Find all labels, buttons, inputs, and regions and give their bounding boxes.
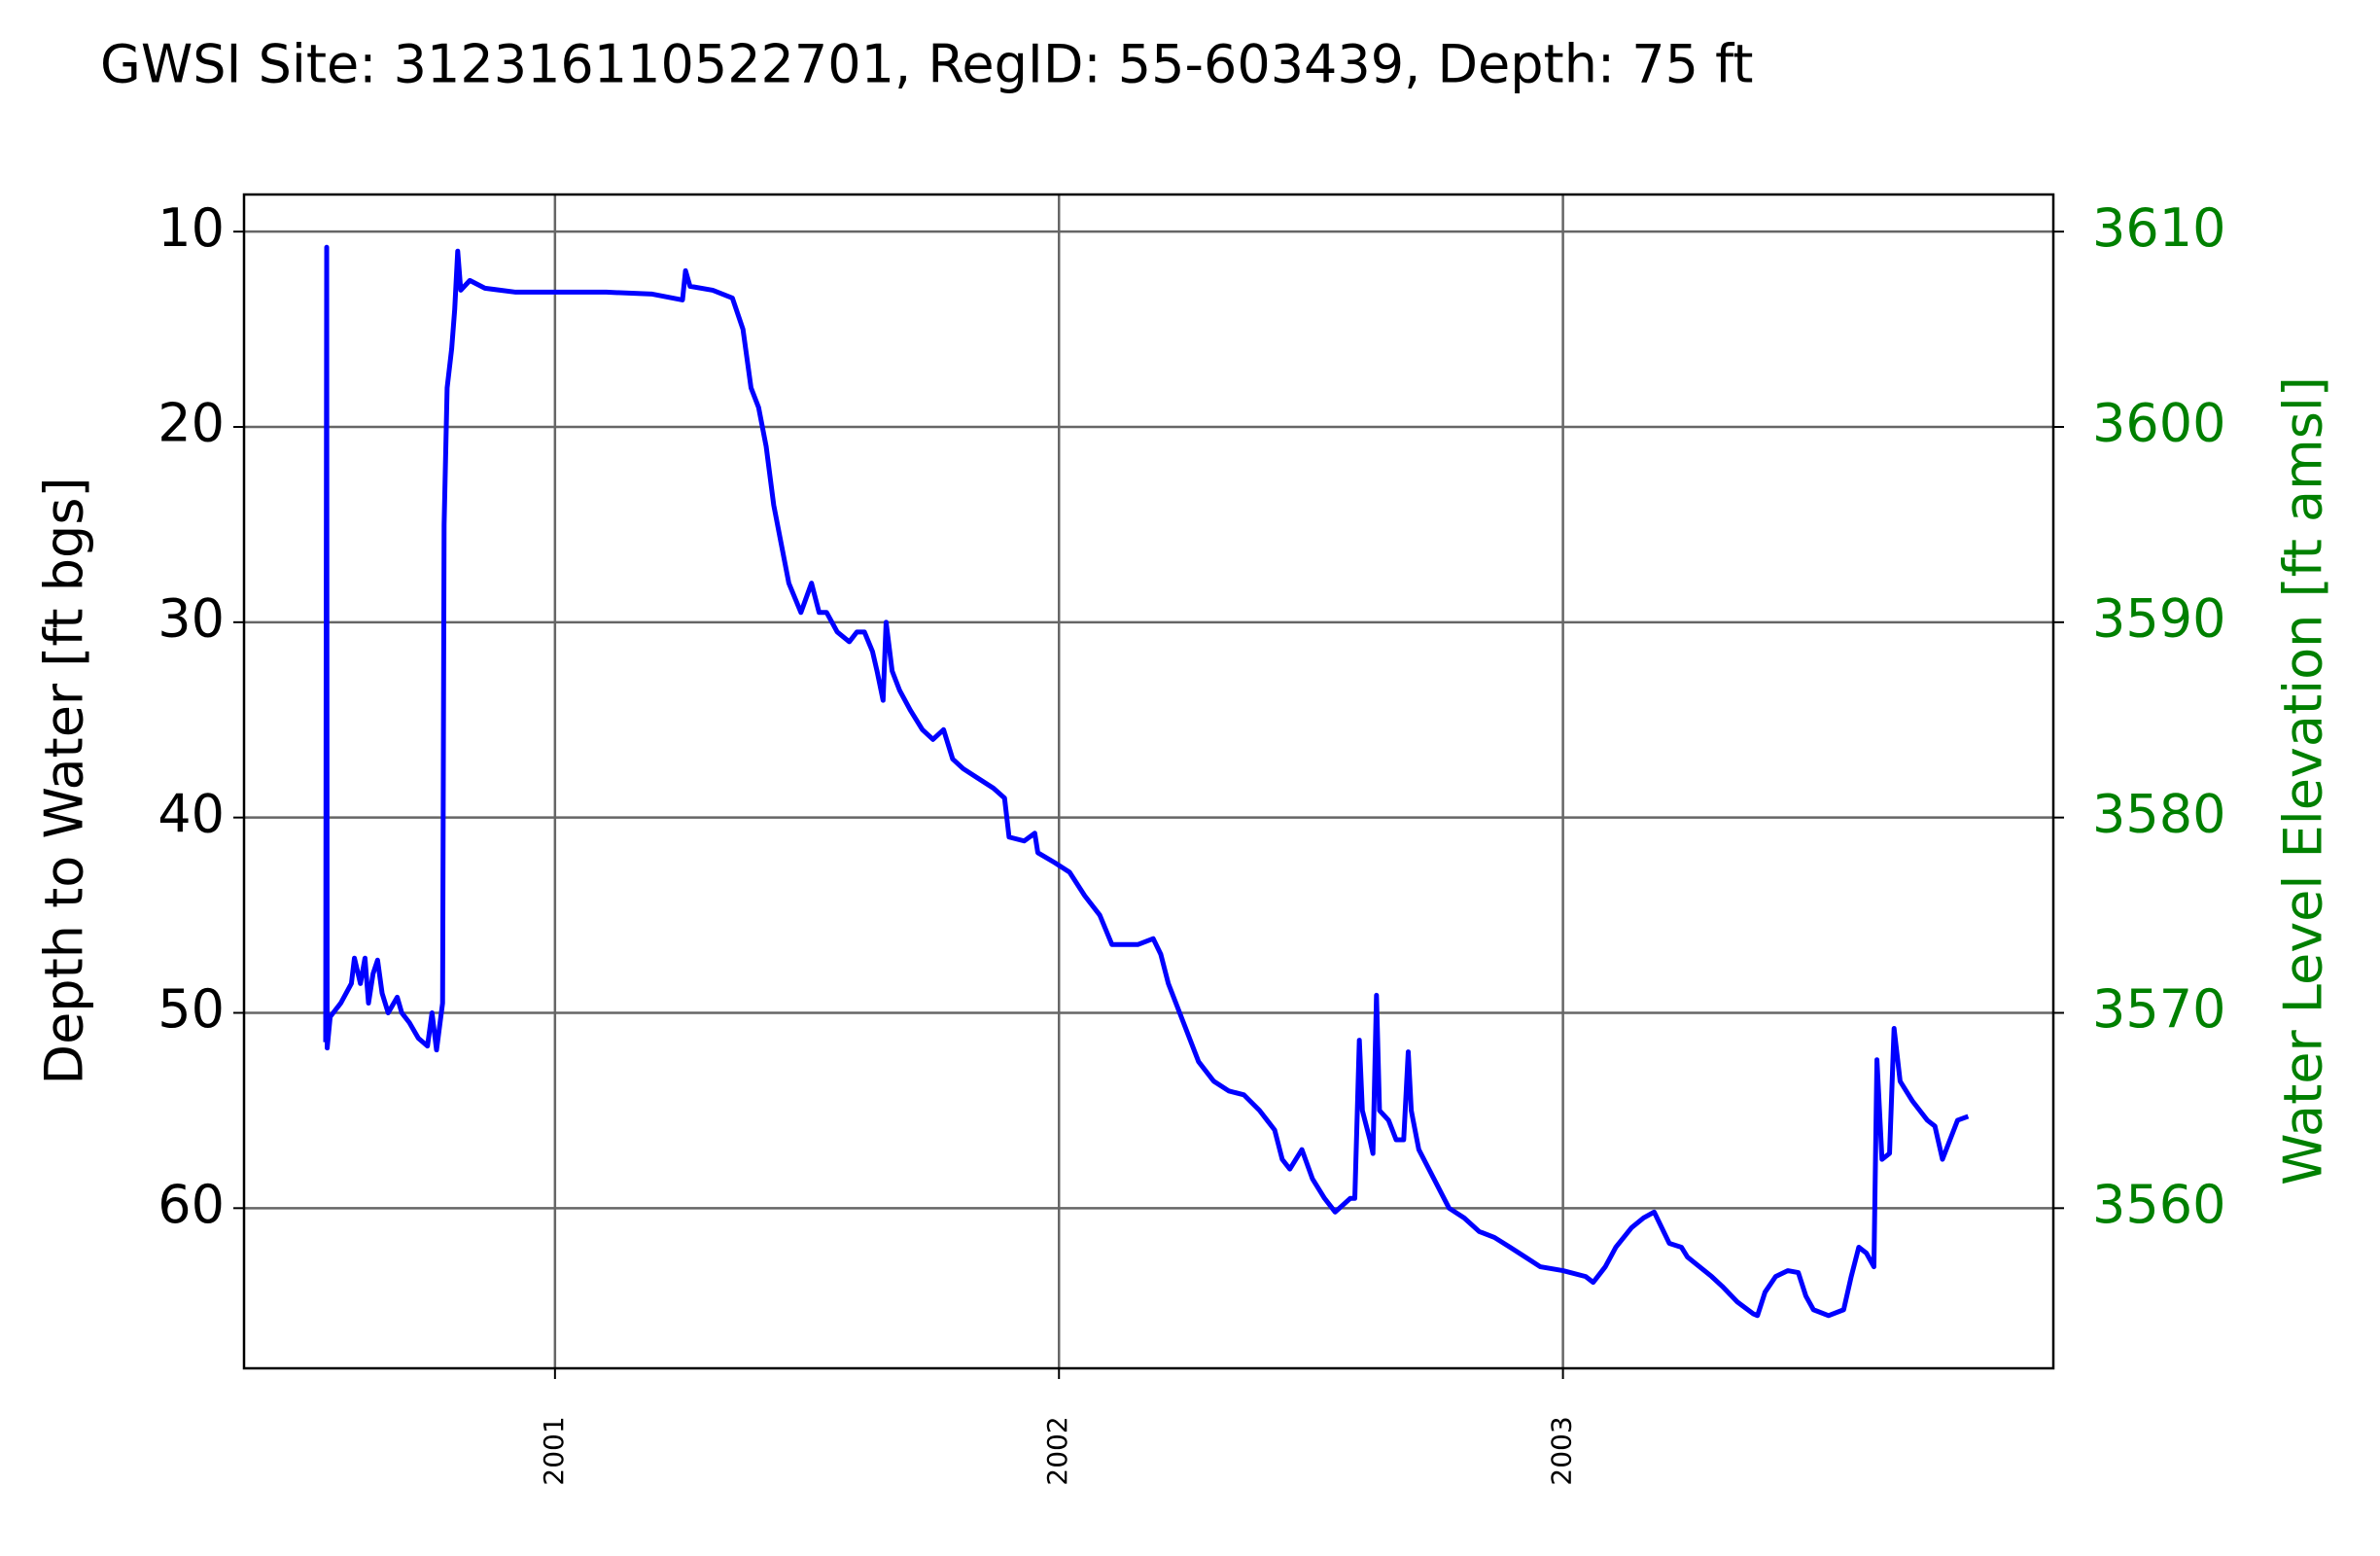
- x-tick-label: 2001: [538, 1416, 570, 1485]
- x-tick-label: 2002: [1041, 1416, 1073, 1485]
- plot-frame: [242, 193, 2055, 1370]
- y-axis-label: Depth to Water [ft bgs]: [34, 477, 95, 1084]
- y-tick-label: 60: [158, 1174, 225, 1235]
- y-tick-label: 50: [158, 978, 225, 1040]
- y2-tick-label: 3590: [2092, 587, 2225, 649]
- y2-tick-label: 3570: [2092, 978, 2225, 1040]
- y-tick-label: 30: [158, 587, 225, 649]
- x-tick-label: 2003: [1546, 1416, 1578, 1485]
- y2-tick-label: 3560: [2092, 1174, 2225, 1235]
- y2-tick-label: 3610: [2092, 197, 2225, 259]
- y2-tick-label: 3580: [2092, 783, 2225, 844]
- y2-tick-label: 3600: [2092, 393, 2225, 454]
- data-line: [323, 244, 1970, 1319]
- y-tick-label: 10: [158, 197, 225, 259]
- chart-title: GWSI Site: 312316110522701, RegID: 55-60…: [100, 34, 1753, 95]
- y-tick-label: 20: [158, 393, 225, 454]
- y2-axis-label: Water Level Elevation [ft amsl]: [2273, 376, 2334, 1185]
- y-tick-label: 40: [158, 783, 225, 844]
